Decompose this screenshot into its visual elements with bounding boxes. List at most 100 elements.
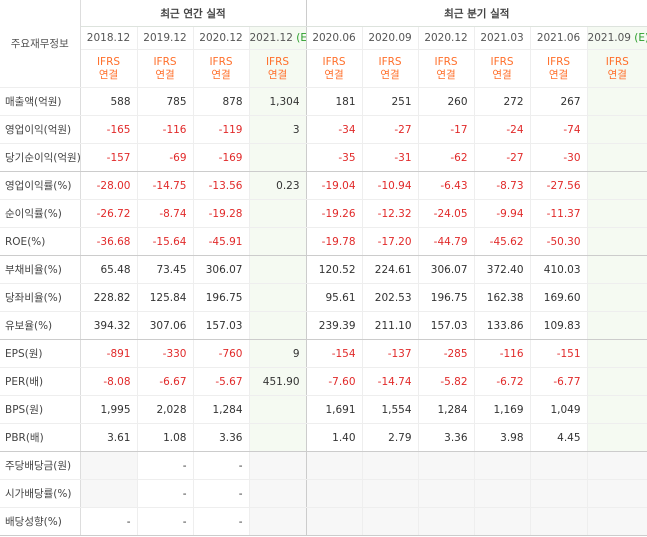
accounting-basis: IFRS 연결 [79,49,137,88]
value-cell: 196.75 [192,283,249,312]
value-cell: 372.40 [473,255,531,284]
value-cell: 0.23 [248,171,307,200]
value-cell: -8.08 [79,367,137,396]
accounting-basis: IFRS 연결 [529,49,588,88]
period-text: 2020.12 [199,32,243,44]
period-text: 2020.12 [424,32,468,44]
section-title: 최근 분기 실적 [305,0,647,27]
empty-cell [586,367,647,396]
empty-cell [586,311,647,340]
period: 2020.12 [192,26,249,50]
empty-cell [248,479,307,508]
consolidation: 연결 [267,68,288,81]
value-cell: -891 [79,339,137,368]
row-label: 부채비율(%) [0,255,81,284]
data-row: 순이익률(%) -26.72 -8.74 -19.28 -19.26 -12.32 -24.… [0,199,647,228]
period: 2021.12 (E) [248,26,307,50]
value-cell: -62 [417,143,475,172]
value-cell: -6.77 [529,367,588,396]
empty-cell [473,479,531,508]
value-cell: 3.98 [473,423,531,452]
value-cell: 9 [248,339,307,368]
value-cell: -169 [192,143,249,172]
value-cell: 1,049 [529,395,588,424]
value-cell: -50.30 [529,227,588,256]
value-cell: -14.75 [136,171,193,200]
value-cell: 1,554 [361,395,419,424]
data-row: 당좌비율(%) 228.82 125.84 196.75 95.61 202.53 196.… [0,283,647,312]
data-row: 유보율(%) 394.32 307.06 157.03 239.39 211.10 157.… [0,311,647,340]
value-cell: 394.32 [79,311,137,340]
empty-cell [586,451,647,480]
value-cell: - [79,507,137,536]
value-cell: -27.56 [529,171,588,200]
value-cell: -151 [529,339,588,368]
value-cell: -45.62 [473,227,531,256]
value-cell: -44.79 [417,227,475,256]
period-text: 2021.12 [249,32,293,44]
empty-cell [529,507,588,536]
value-cell: 2,028 [136,395,193,424]
value-cell: -35 [305,143,363,172]
empty-cell [79,479,137,508]
empty-cell [248,395,307,424]
estimate-mark: (E) [634,32,647,44]
data-row: 배당성향(%) - - - [0,507,647,536]
row-label: 당좌비율(%) [0,283,81,312]
consolidation: 연결 [380,68,400,81]
value-cell: -10.94 [361,171,419,200]
value-cell: 239.39 [305,311,363,340]
value-cell: -8.73 [473,171,531,200]
consolidation: 연결 [492,68,512,81]
value-cell: -6.67 [136,367,193,396]
consolidation: 연결 [607,68,627,81]
value-cell: -27 [361,115,419,144]
empty-cell [248,255,307,284]
empty-cell [586,227,647,256]
row-label: 순이익률(%) [0,199,81,228]
value-cell: -28.00 [79,171,137,200]
value-cell: -7.60 [305,367,363,396]
value-cell: 157.03 [417,311,475,340]
data-row: 영업이익(억원) -165 -116 -119 3 -34 -27 -17 -24 -74 [0,115,647,144]
empty-cell [473,507,531,536]
value-cell: -5.82 [417,367,475,396]
value-cell: 224.61 [361,255,419,284]
empty-cell [473,451,531,480]
row-label: PER(배) [0,367,81,396]
accounting-basis: IFRS 연결 [361,49,419,88]
period: 2020.12 [417,26,475,50]
empty-cell [586,479,647,508]
value-cell: 133.86 [473,311,531,340]
data-row: BPS(원) 1,995 2,028 1,284 1,691 1,554 1,284 1,16… [0,395,647,424]
value-cell: -137 [361,339,419,368]
period-text: 2021.06 [536,32,581,44]
value-cell: -24.05 [417,199,475,228]
value-cell: 1,284 [417,395,475,424]
value-cell: -45.91 [192,227,249,256]
value-cell: 306.07 [417,255,475,284]
value-cell: - [192,451,249,480]
value-cell: -15.64 [136,227,193,256]
empty-cell [586,87,647,116]
value-cell: -285 [417,339,475,368]
value-cell: -24 [473,115,531,144]
value-cell: -17.20 [361,227,419,256]
empty-cell [305,479,363,508]
value-cell: -74 [529,115,588,144]
empty-cell [248,227,307,256]
value-cell: 162.38 [473,283,531,312]
value-cell: -8.74 [136,199,193,228]
data-row: ROE(%) -36.68 -15.64 -45.91 -19.78 -17.20 -44.… [0,227,647,256]
standard: IFRS [209,55,233,68]
value-cell: 306.07 [192,255,249,284]
section-title: 최근 연간 실적 [79,0,307,27]
row-label: 배당성향(%) [0,507,81,536]
value-cell: 109.83 [529,311,588,340]
accounting-basis: IFRS 연결 [586,49,647,88]
empty-cell [586,115,647,144]
row-label: 매출액(억원) [0,87,81,116]
row-label: 시가배당률(%) [0,479,81,508]
